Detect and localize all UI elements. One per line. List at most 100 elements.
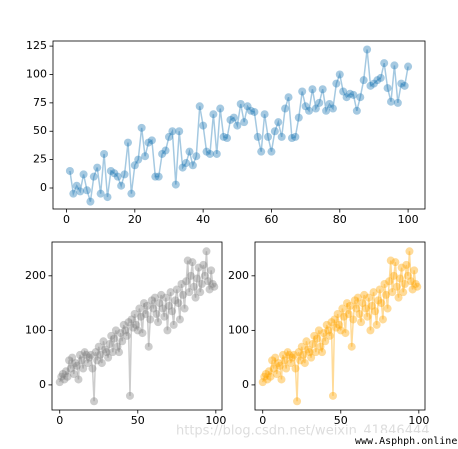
point — [396, 274, 405, 283]
point — [202, 147, 211, 156]
point — [411, 280, 420, 288]
point — [111, 326, 120, 335]
point — [287, 134, 296, 143]
point — [258, 378, 267, 387]
point — [100, 149, 109, 158]
point — [405, 247, 414, 256]
point — [141, 310, 150, 318]
point — [65, 356, 74, 365]
point — [88, 364, 97, 373]
point — [342, 93, 351, 102]
point — [408, 285, 417, 294]
point — [356, 93, 365, 102]
point — [208, 280, 217, 288]
point — [174, 299, 183, 308]
point — [383, 304, 392, 313]
point — [400, 280, 409, 288]
point — [138, 329, 147, 338]
point — [202, 247, 211, 256]
point — [69, 189, 78, 198]
point — [413, 282, 422, 291]
series-line — [69, 49, 409, 202]
point — [349, 90, 358, 99]
point — [192, 152, 201, 161]
point — [107, 331, 116, 340]
point — [121, 326, 130, 335]
point — [58, 370, 67, 378]
point — [105, 340, 114, 348]
point — [274, 359, 283, 368]
y-tick-label: 0 — [40, 181, 47, 194]
point — [86, 350, 95, 359]
point — [250, 107, 259, 116]
point — [268, 356, 277, 365]
point — [158, 149, 167, 158]
point — [186, 271, 195, 280]
point — [282, 364, 291, 373]
point — [188, 161, 197, 170]
point — [333, 310, 342, 318]
point — [144, 342, 153, 351]
point — [366, 81, 375, 90]
y-tick-label: 100 — [25, 323, 46, 336]
point — [185, 147, 194, 156]
point — [118, 337, 127, 346]
x-tick-label: 100 — [408, 414, 429, 427]
axes-frame — [51, 241, 223, 411]
point — [104, 353, 113, 362]
point — [352, 304, 361, 313]
point — [141, 152, 150, 161]
point — [394, 293, 403, 302]
point — [291, 364, 300, 373]
point — [321, 337, 330, 346]
point — [57, 372, 66, 381]
point — [194, 263, 203, 272]
point — [124, 318, 133, 327]
point — [154, 318, 163, 327]
point — [316, 342, 325, 351]
y-tick-label: 0 — [242, 378, 249, 391]
point — [143, 301, 152, 310]
point — [119, 320, 128, 329]
point — [325, 100, 334, 108]
point — [175, 315, 184, 324]
point — [86, 197, 95, 206]
point — [253, 132, 262, 141]
point — [154, 172, 163, 181]
point — [209, 110, 218, 119]
point — [129, 323, 138, 332]
point — [391, 258, 400, 267]
point — [182, 159, 191, 168]
point — [125, 391, 134, 400]
point — [335, 320, 344, 329]
point — [277, 375, 286, 384]
point — [311, 348, 320, 357]
point — [269, 364, 278, 373]
point — [319, 329, 328, 338]
point — [288, 353, 297, 362]
point — [343, 299, 352, 308]
point — [325, 331, 334, 340]
point — [257, 147, 266, 156]
point — [399, 288, 408, 297]
x-tick-label: 0 — [56, 414, 63, 427]
point — [130, 310, 139, 318]
point — [410, 266, 419, 275]
point — [286, 359, 295, 368]
point — [110, 169, 119, 178]
point — [65, 166, 74, 175]
x-tick-label: 100 — [398, 213, 419, 226]
point — [300, 359, 309, 368]
point — [113, 172, 122, 181]
point — [341, 329, 350, 338]
point — [127, 315, 136, 324]
point — [322, 320, 331, 329]
point — [380, 280, 389, 288]
point — [346, 89, 355, 98]
point — [313, 334, 322, 343]
point — [289, 350, 298, 359]
point — [322, 106, 331, 115]
point — [177, 280, 186, 288]
point — [147, 136, 156, 145]
